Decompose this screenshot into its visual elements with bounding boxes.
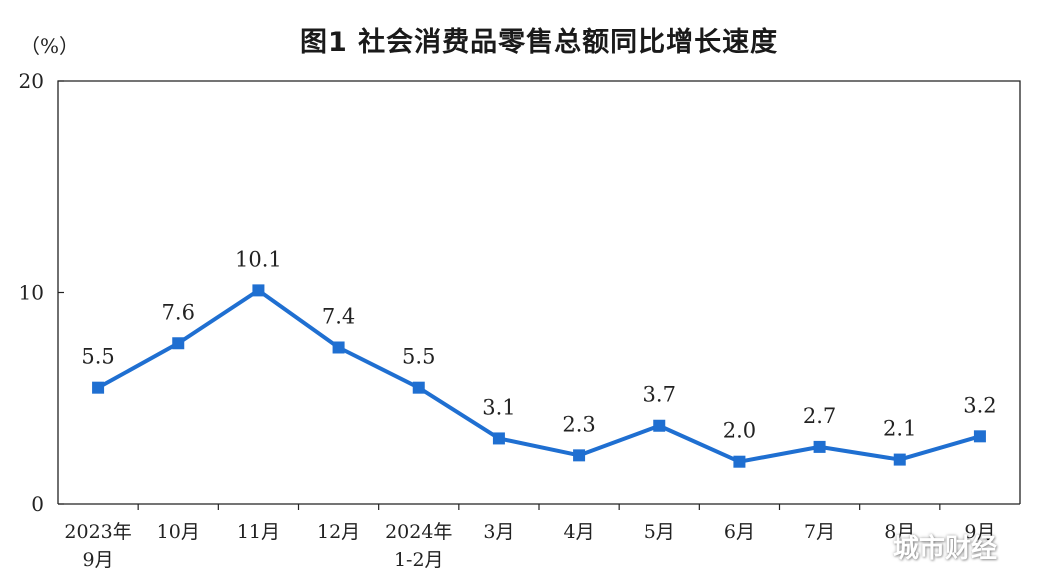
x-tick-label-11: 9月 [964,521,995,543]
y-axis-unit: （%） [20,34,80,58]
data-point-8 [733,455,746,468]
x-tick-label-7: 5月 [644,521,675,543]
x-tick-label-0-0: 2023年 [64,521,131,543]
x-tick-label-4-1: 1-2月 [394,549,444,571]
data-label-11: 3.2 [963,393,996,417]
data-label-10: 2.1 [883,417,916,441]
x-tick-label-9: 7月 [804,521,835,543]
data-point-3 [332,341,345,354]
x-tick-label-6: 4月 [564,521,595,543]
data-point-2 [252,284,265,297]
data-label-9: 2.7 [803,404,836,428]
data-label-3: 7.4 [322,304,355,328]
data-point-10 [893,453,906,466]
data-label-0: 5.5 [81,345,114,369]
data-label-8: 2.0 [723,419,756,443]
x-tick-label-8: 6月 [724,521,755,543]
data-point-11 [973,430,986,443]
data-label-4: 5.5 [402,345,435,369]
data-point-1 [172,337,185,350]
data-label-5: 3.1 [482,395,515,419]
axes: 0 10 20 2023年 9月 10月 11月 12月 2024年 1-2月 3月 4月 5月 6月 7月… [19,69,1021,571]
data-label-1: 7.6 [162,300,195,324]
labels-layer: 5.5 7.6 10.1 7.4 5.5 3.1 2.3 3.7 2.0 2.7 2.1 3.2 [81,247,996,442]
y-tick-label-0: 0 [31,492,44,516]
data-point-6 [573,449,586,462]
x-tick-label-1: 10月 [157,521,200,543]
series-layer [92,284,986,468]
data-point-4 [412,381,425,394]
plot-frame [57,80,1021,504]
data-label-6: 2.3 [562,412,595,436]
x-tick-label-2: 11月 [237,521,280,543]
watermark: 城市财经 [893,534,998,564]
data-point-0 [92,381,105,394]
x-tick-label-3: 12月 [317,521,360,543]
data-label-2: 10.1 [235,247,282,271]
x-tick-label-0-1: 9月 [83,549,114,571]
x-tick-label-10: 8月 [884,521,915,543]
data-label-7: 3.7 [643,383,676,407]
data-point-7 [653,419,666,432]
data-point-5 [492,432,505,445]
chart-title: 图1 社会消费品零售总额同比增长速度 [300,27,779,58]
x-tick-label-4-0: 2024年 [385,521,452,543]
y-tick-label-20: 20 [19,69,44,93]
data-point-9 [813,440,826,453]
x-tick-label-5: 3月 [483,521,514,543]
series-line-0 [96,288,982,464]
y-tick-label-10: 10 [19,281,44,305]
